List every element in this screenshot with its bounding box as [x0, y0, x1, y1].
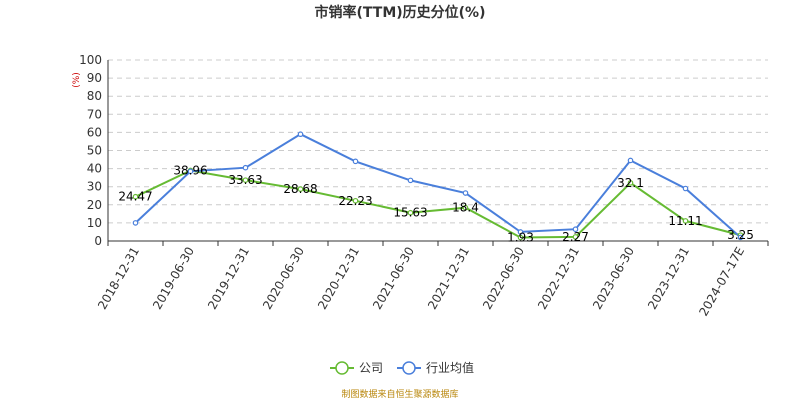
data-point: [462, 204, 469, 211]
data-point: [132, 193, 139, 200]
data-point: [242, 164, 249, 171]
x-tick-label: 2021-06-30: [370, 245, 417, 312]
y-tick-label: 0: [94, 234, 102, 248]
data-label: 32.1: [617, 176, 644, 190]
data-labels: 24.47 38.96 33.63 28.68 22.23 15.63 18.4 1.93 2.…: [118, 163, 754, 244]
data-point: [517, 229, 524, 235]
legend-item-0[interactable]: 公司: [330, 361, 383, 375]
x-tick-label: 2023-12-31: [645, 245, 692, 312]
data-point: [627, 157, 634, 164]
data-label: 11.11: [668, 214, 702, 228]
source-note: 制图数据来自恒生聚源数据库: [341, 388, 458, 400]
data-point: [132, 220, 139, 226]
grid-lines: [108, 59, 768, 224]
data-label: 33.63: [228, 173, 262, 187]
y-tick-label: 100: [79, 53, 102, 67]
y-tick-label: 60: [87, 125, 102, 139]
data-point: [407, 209, 414, 216]
y-tick-label: 90: [87, 71, 102, 85]
y-unit-label: (%): [72, 72, 82, 88]
data-label: 28.68: [283, 182, 317, 196]
legend[interactable]: 公司 行业均值: [330, 360, 474, 375]
x-tick-label: 2022-06-30: [480, 245, 527, 312]
data-point: [572, 226, 579, 233]
data-label: 3.25: [727, 228, 754, 242]
data-point: [627, 180, 634, 186]
data-point: [297, 131, 304, 138]
y-tick-label: 20: [87, 198, 102, 212]
data-point: [242, 177, 249, 183]
x-tick-label: 2019-06-30: [150, 245, 197, 312]
legend-label: 公司: [359, 361, 383, 375]
x-tick-label: 2022-12-31: [535, 245, 582, 312]
data-point: [682, 185, 689, 192]
series-line-1: [134, 133, 742, 239]
y-tick-label: 50: [87, 144, 102, 158]
y-tick-label: 70: [87, 107, 102, 121]
series-points: [132, 131, 744, 241]
data-label: 15.63: [393, 206, 427, 220]
data-label: 2.27: [562, 230, 589, 244]
data-label: 1.93: [507, 231, 534, 245]
data-point: [572, 234, 579, 240]
data-point: [297, 186, 304, 192]
legend-marker: [402, 361, 416, 375]
x-tick-label: 2020-12-31: [315, 245, 362, 312]
data-label: 22.23: [338, 194, 372, 208]
y-tick-label: 40: [87, 162, 102, 176]
data-point: [737, 234, 744, 241]
y-axis-ticks: 0 10 20 30 40 50 60 70 80 90 100: [79, 53, 102, 248]
x-axis-ticks: 2018-12-31 2019-06-30 2019-12-31 2020-06-30…: [95, 241, 769, 319]
data-label: 18.4: [452, 201, 479, 215]
x-tick-label: 2023-06-30: [590, 245, 637, 312]
x-tick-label: 2024-07-17E: [696, 245, 747, 319]
y-tick-label: 10: [87, 216, 102, 230]
data-point: [352, 197, 359, 204]
y-tick-label: 30: [87, 180, 102, 194]
chart-title: 市销率(TTM)历史分位(%): [315, 4, 486, 21]
legend-marker: [335, 361, 349, 375]
data-label: 24.47: [118, 190, 152, 204]
data-point: [682, 218, 689, 224]
series-line-0: [135, 169, 741, 239]
data-point: [462, 190, 469, 196]
x-tick-label: 2021-12-31: [425, 245, 472, 312]
data-point: [187, 168, 194, 175]
legend-item-1[interactable]: 行业均值: [397, 360, 474, 375]
data-point: [517, 234, 524, 241]
x-tick-label: 2019-12-31: [205, 245, 252, 312]
y-tick-label: 80: [87, 89, 102, 103]
series-lines: [134, 133, 742, 239]
legend-label: 行业均值: [426, 360, 474, 375]
data-point: [407, 177, 414, 184]
data-label: 38.96: [173, 163, 207, 177]
x-tick-label: 2018-12-31: [95, 245, 142, 312]
x-tick-label: 2020-06-30: [260, 245, 307, 312]
data-point: [352, 158, 359, 165]
